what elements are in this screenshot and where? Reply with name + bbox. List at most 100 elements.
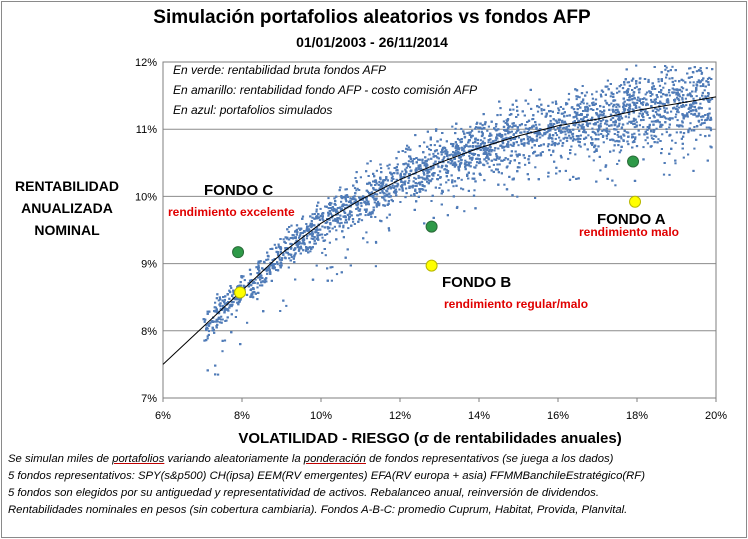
simulated-point [482, 152, 485, 155]
simulated-point [559, 154, 562, 157]
simulated-point [447, 189, 450, 192]
simulated-point [296, 246, 300, 249]
simulated-point [599, 122, 602, 125]
simulated-point [257, 262, 260, 265]
simulated-point [497, 128, 500, 131]
simulated-point [494, 147, 497, 150]
simulated-point [408, 179, 411, 182]
simulated-point [232, 301, 235, 303]
simulated-point [429, 138, 432, 141]
simulated-point [417, 166, 420, 169]
simulated-point [510, 130, 513, 133]
simulated-point [314, 242, 317, 245]
simulated-point [590, 136, 593, 139]
simulated-point [306, 225, 309, 228]
simulated-point [204, 318, 207, 321]
simulated-point [483, 123, 487, 126]
simulated-point [444, 152, 447, 155]
simulated-point [634, 106, 637, 109]
simulated-point [501, 146, 504, 149]
simulated-point [365, 189, 369, 192]
simulated-point [706, 113, 710, 116]
simulated-point [502, 125, 506, 128]
simulated-point [495, 129, 498, 132]
simulated-point [586, 107, 589, 110]
simulated-point [584, 136, 588, 139]
simulated-point [296, 241, 299, 244]
simulated-point [642, 101, 645, 104]
simulated-point [594, 98, 598, 101]
simulated-point [706, 77, 710, 80]
simulated-point [661, 102, 664, 105]
simulated-point [332, 219, 335, 222]
simulated-point [608, 124, 611, 127]
simulated-point [331, 214, 334, 217]
simulated-point [627, 81, 630, 84]
simulated-point [633, 122, 636, 125]
simulated-point [333, 225, 336, 228]
simulated-point [313, 242, 316, 245]
simulated-point [416, 182, 419, 185]
simulated-point [495, 123, 498, 126]
simulated-point [550, 124, 553, 127]
simulated-point [494, 139, 497, 142]
simulated-point [279, 266, 282, 269]
simulated-point [461, 154, 464, 157]
simulated-point [481, 146, 484, 149]
simulated-point [515, 153, 518, 156]
simulated-point [321, 225, 324, 228]
simulated-point [620, 126, 624, 129]
simulated-point [328, 201, 332, 204]
simulated-point [673, 91, 676, 94]
simulated-point [687, 153, 690, 156]
simulated-point [698, 106, 701, 109]
simulated-point [503, 137, 506, 140]
simulated-point [671, 77, 674, 80]
simulated-point [707, 98, 710, 100]
simulated-point [490, 120, 493, 123]
simulated-point [654, 98, 657, 101]
simulated-point [665, 94, 668, 97]
simulated-point [286, 251, 289, 254]
simulated-point [358, 196, 361, 199]
simulated-point [604, 93, 607, 96]
simulated-point [599, 105, 602, 108]
simulated-point [616, 108, 619, 111]
simulated-point [547, 129, 550, 132]
simulated-point [634, 136, 637, 139]
simulated-point [374, 198, 377, 201]
simulated-point [594, 144, 597, 147]
simulated-point [599, 93, 602, 96]
simulated-point [690, 109, 693, 112]
simulated-point [624, 78, 627, 81]
simulated-point [405, 187, 408, 190]
simulated-point [581, 119, 584, 122]
simulated-point [282, 299, 285, 302]
simulated-point [287, 238, 291, 241]
simulated-point [533, 144, 536, 147]
simulated-point [206, 369, 209, 372]
simulated-point [328, 241, 331, 244]
simulated-point [371, 211, 374, 213]
simulated-point [709, 99, 712, 102]
simulated-point [431, 177, 434, 180]
simulated-point [489, 146, 492, 149]
simulated-point [373, 201, 376, 204]
simulated-point [206, 310, 209, 313]
simulated-point [708, 101, 711, 103]
simulated-point [699, 85, 702, 88]
simulated-point [554, 137, 557, 140]
simulated-point [451, 125, 454, 128]
simulated-point [313, 217, 316, 220]
simulated-point [561, 121, 564, 124]
simulated-point [665, 117, 668, 120]
simulated-point [539, 152, 542, 155]
simulated-point [357, 220, 360, 223]
simulated-point [550, 143, 553, 146]
simulated-point [678, 124, 681, 127]
simulated-point [216, 293, 219, 296]
simulated-point [501, 138, 504, 141]
simulated-point [609, 150, 612, 153]
simulated-point [693, 129, 696, 132]
simulated-point [655, 94, 658, 97]
